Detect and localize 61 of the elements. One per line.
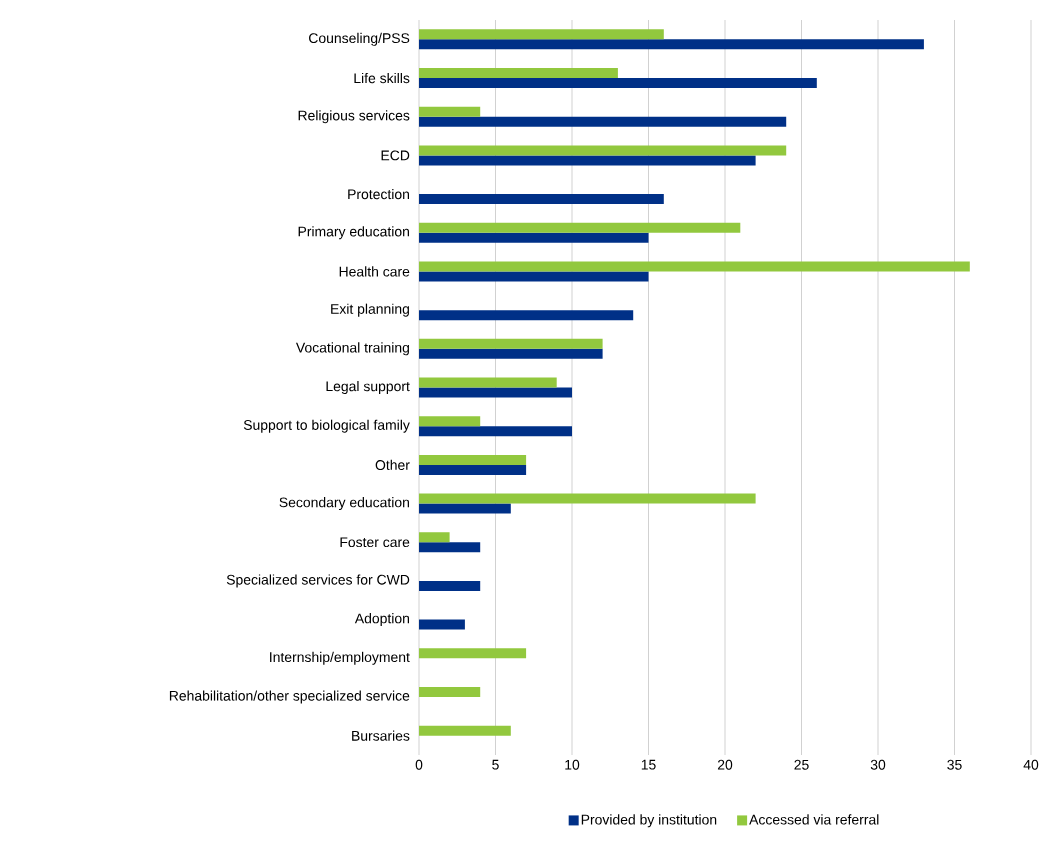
bar bbox=[419, 426, 572, 437]
y-tick-label: Life skills bbox=[354, 72, 410, 84]
y-tick-label: ECD bbox=[381, 150, 410, 161]
bar bbox=[419, 464, 527, 475]
y-tick-label: Specialized services for CWD bbox=[226, 574, 410, 588]
y-tick-label: Vocational training bbox=[295, 342, 409, 356]
y-tick-label: Bursaries bbox=[352, 730, 410, 741]
bar bbox=[419, 271, 649, 282]
bar bbox=[419, 725, 511, 736]
bar bbox=[419, 686, 481, 697]
bar bbox=[419, 387, 572, 398]
bar bbox=[419, 29, 664, 40]
legend-label: Provided by institution bbox=[581, 814, 717, 828]
y-tick-label: Exit planning bbox=[331, 303, 409, 317]
y-tick-label: Counseling/PSS bbox=[309, 32, 410, 46]
legend-label: Accessed via referral bbox=[749, 814, 879, 825]
bar bbox=[419, 194, 664, 205]
x-tick-label: 0 bbox=[415, 759, 423, 770]
x-tick-label: 5 bbox=[492, 759, 499, 770]
x-tick-label: 15 bbox=[641, 759, 656, 770]
bar bbox=[419, 377, 557, 388]
x-tick-label: 30 bbox=[870, 759, 886, 770]
bar bbox=[419, 503, 511, 514]
y-tick-label: Health care bbox=[339, 266, 410, 277]
y-tick-label: Support to biological family bbox=[243, 419, 410, 433]
bar bbox=[419, 310, 634, 321]
bar bbox=[419, 68, 618, 79]
bar bbox=[419, 532, 450, 543]
y-tick-label: Other bbox=[375, 459, 410, 470]
y-tick-label: Religious services bbox=[298, 110, 410, 124]
bar bbox=[419, 116, 787, 127]
bar bbox=[419, 261, 970, 272]
bar bbox=[419, 648, 527, 659]
x-tick-label: 40 bbox=[1023, 759, 1039, 770]
bar bbox=[419, 619, 465, 630]
x-tick-label: 35 bbox=[947, 759, 962, 770]
bar bbox=[419, 155, 756, 166]
bar bbox=[419, 338, 603, 349]
x-tick-label: 25 bbox=[794, 759, 809, 770]
bar bbox=[419, 106, 481, 117]
y-tick-label: Protection bbox=[348, 188, 409, 200]
x-tick-label: 20 bbox=[717, 759, 733, 770]
bar bbox=[419, 454, 527, 465]
bar bbox=[419, 222, 741, 233]
bar bbox=[419, 493, 756, 504]
y-tick-label: Secondary education bbox=[279, 497, 409, 511]
y-tick-label: Legal support bbox=[326, 381, 410, 394]
y-tick-label: Internship/employment bbox=[270, 651, 410, 665]
bar bbox=[419, 542, 481, 553]
bar bbox=[419, 145, 787, 156]
bar bbox=[419, 39, 924, 50]
y-tick-label: Rehabilitation/other specialized service bbox=[169, 690, 410, 704]
x-tick-label: 10 bbox=[565, 759, 580, 770]
y-tick-label: Adoption bbox=[354, 613, 409, 627]
bar bbox=[419, 232, 649, 243]
bar bbox=[419, 78, 817, 89]
y-tick-label: Foster care bbox=[340, 537, 410, 548]
bar bbox=[419, 348, 603, 359]
bar bbox=[419, 416, 481, 427]
y-tick-label: Primary education bbox=[298, 226, 409, 240]
bar bbox=[419, 580, 481, 591]
